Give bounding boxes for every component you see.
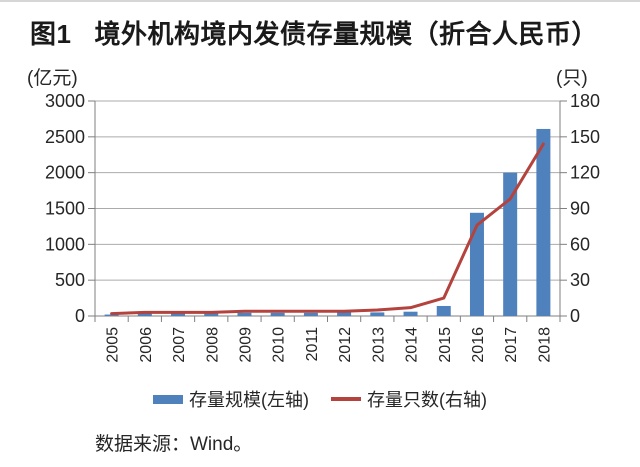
y-tick-label-right: 180 bbox=[570, 91, 600, 111]
legend-line-label: 存量只数(右轴) bbox=[367, 390, 487, 410]
bar-2009 bbox=[237, 312, 252, 316]
x-tick-label: 2012 bbox=[337, 327, 354, 363]
bar-2005 bbox=[104, 314, 119, 316]
bar-2008 bbox=[204, 313, 219, 316]
line-series bbox=[110, 142, 545, 316]
chart-canvas: 0 500 1000 1500 2000 2500 3000 0 30 60 90 120 150 180… bbox=[45, 91, 600, 363]
y-tick-label-left: 1000 bbox=[45, 234, 85, 254]
x-tick-label: 2015 bbox=[437, 327, 454, 363]
y-tick-label-right: 60 bbox=[570, 234, 590, 254]
bar-2006 bbox=[137, 313, 152, 316]
x-tick-label: 2010 bbox=[271, 327, 288, 363]
bar-2015 bbox=[436, 305, 451, 316]
y-tick-label-right: 30 bbox=[570, 270, 590, 290]
y-tick-label-left: 500 bbox=[55, 270, 85, 290]
x-tick-label: 2006 bbox=[138, 327, 155, 363]
x-tick-label: 2005 bbox=[105, 327, 122, 363]
source-note: 数据来源：Wind。 bbox=[95, 434, 253, 455]
bar-2018 bbox=[536, 128, 551, 316]
bar-2013 bbox=[370, 312, 385, 316]
legend-line-swatch-icon bbox=[331, 397, 361, 401]
x-tick-label: 2009 bbox=[237, 327, 254, 363]
y-tick-label-left: 3000 bbox=[45, 91, 85, 111]
y-tick-label-left: 2500 bbox=[45, 127, 85, 147]
bar-2012 bbox=[337, 312, 352, 316]
bar-2007 bbox=[171, 313, 186, 316]
y-tick-label-right: 150 bbox=[570, 127, 600, 147]
x-tick-label: 2007 bbox=[171, 327, 188, 363]
x-tick-label: 2008 bbox=[204, 327, 221, 363]
bar-2016 bbox=[469, 212, 484, 316]
x-tick-label: 2016 bbox=[470, 327, 487, 363]
legend-item-bar: 存量规模(左轴) bbox=[153, 386, 309, 412]
legend-item-line: 存量只数(右轴) bbox=[331, 386, 487, 412]
x-tick-label: 2013 bbox=[370, 327, 387, 363]
legend-bar-swatch-icon bbox=[153, 394, 183, 404]
x-tick-label: 2017 bbox=[503, 327, 520, 363]
bar-2010 bbox=[270, 312, 285, 316]
left-axis-unit-label: (亿元) bbox=[27, 68, 78, 89]
legend: 存量规模(左轴) 存量只数(右轴) bbox=[0, 386, 640, 412]
right-axis-unit-label: (只) bbox=[556, 68, 588, 89]
y-tick-label-right: 120 bbox=[570, 163, 600, 183]
bar-2017 bbox=[503, 172, 518, 316]
figure-label: 图1 bbox=[30, 19, 72, 49]
bar-2014 bbox=[403, 311, 418, 316]
x-tick-label: 2018 bbox=[536, 327, 553, 363]
y-tick-label-left: 0 bbox=[75, 306, 85, 326]
figure-title: 境外机构境内发债存量规模（折合人民币） bbox=[94, 19, 598, 49]
y-tick-label-right: 0 bbox=[570, 306, 580, 326]
y-tick-label-right: 90 bbox=[570, 199, 590, 219]
x-tick-label: 2011 bbox=[304, 327, 321, 362]
bar-2011 bbox=[303, 312, 318, 316]
legend-bar-label: 存量规模(左轴) bbox=[189, 390, 309, 410]
y-tick-label-left: 1500 bbox=[45, 199, 85, 219]
x-tick-label: 2014 bbox=[404, 327, 421, 363]
y-tick-label-left: 2000 bbox=[45, 163, 85, 183]
top-divider bbox=[0, 0, 640, 2]
figure-title-row: 图1 境外机构境内发债存量规模（折合人民币） bbox=[30, 14, 630, 51]
